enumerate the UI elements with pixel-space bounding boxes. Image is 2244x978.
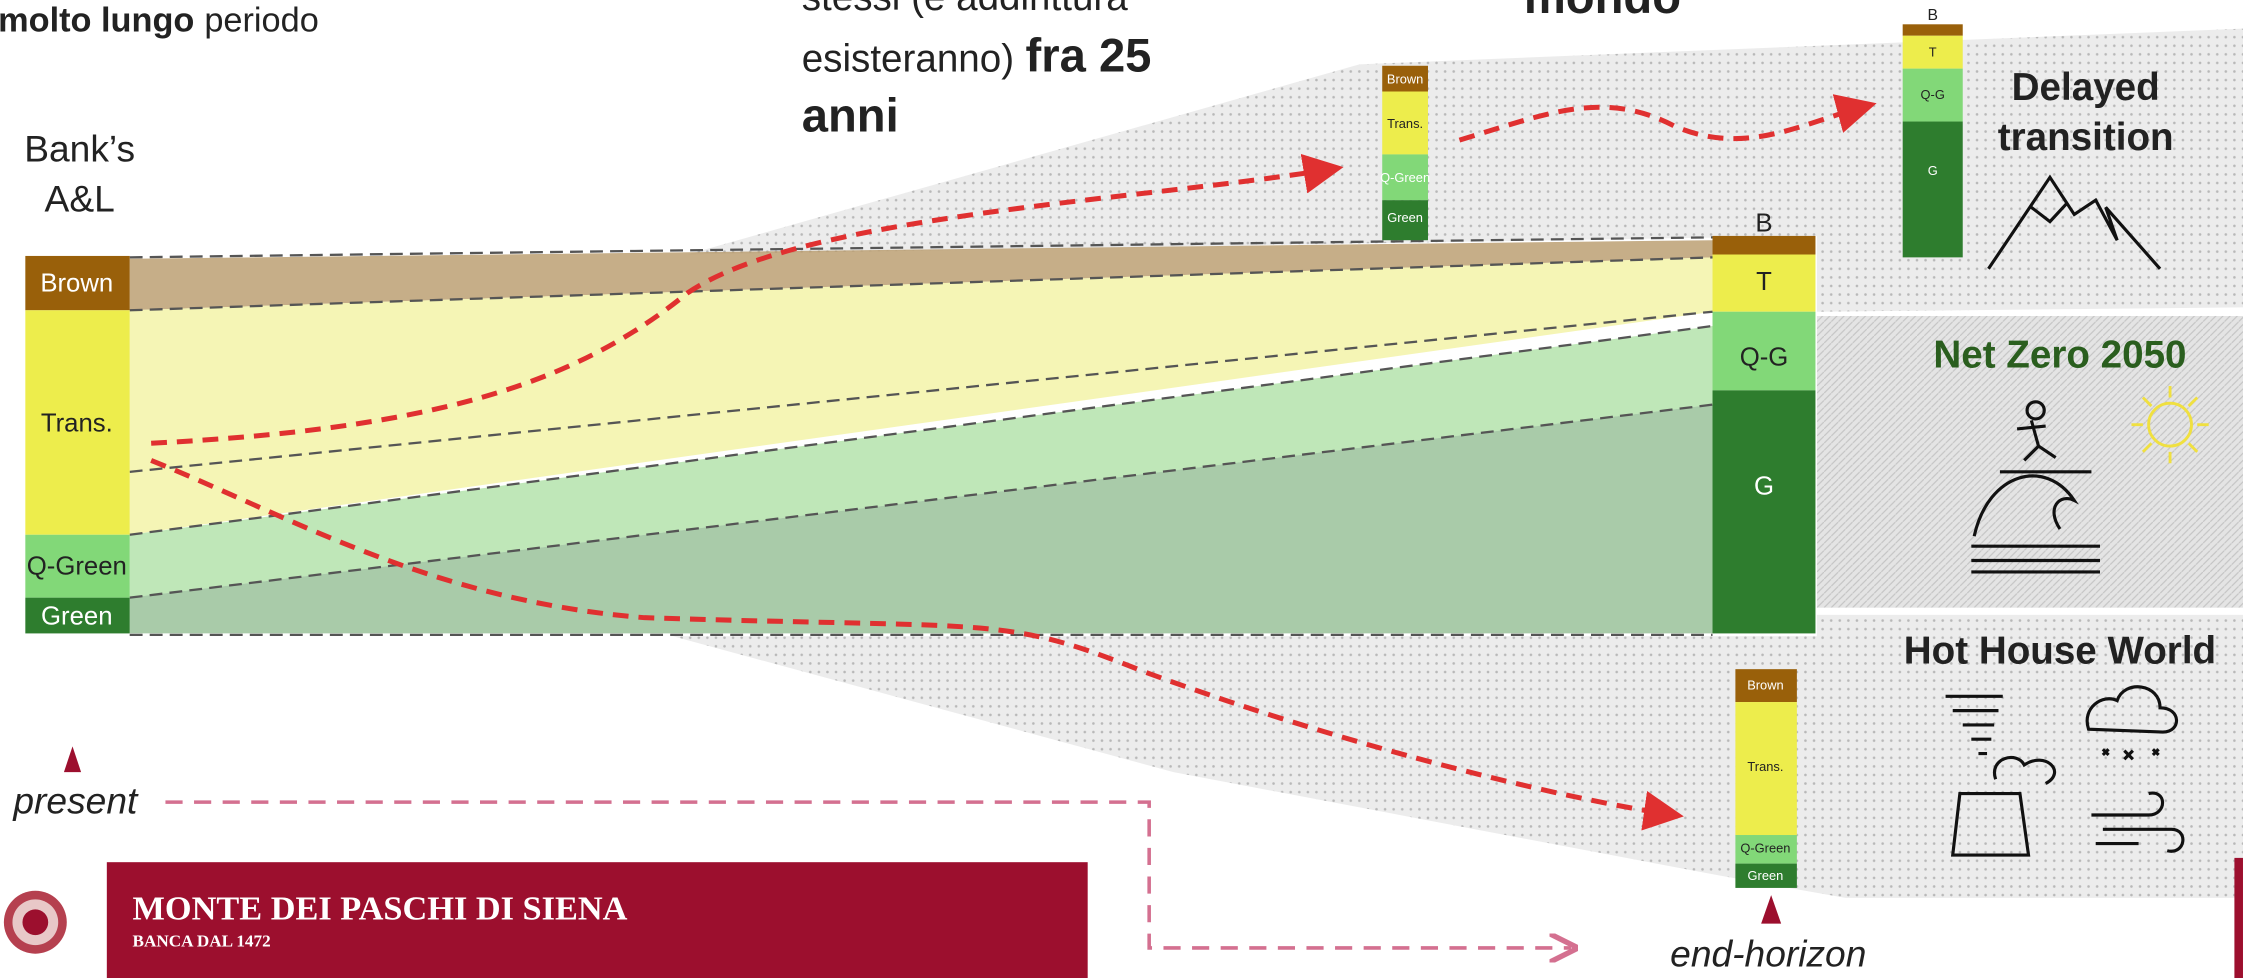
segment-label: Trans. bbox=[1387, 116, 1423, 131]
segment-label: G bbox=[1928, 163, 1938, 178]
text-bold: molto lungo bbox=[0, 1, 194, 39]
segment-label: Green bbox=[1387, 210, 1423, 225]
segment-label: Brown bbox=[1747, 678, 1783, 693]
end-label: end-horizon bbox=[1670, 933, 1866, 975]
segment-label: Brown bbox=[40, 269, 113, 297]
text: esisteranno) bbox=[802, 37, 1014, 80]
text: periodo bbox=[204, 1, 318, 39]
segment-label: Q-Green bbox=[1740, 841, 1790, 856]
text-bold: fra 25 bbox=[1026, 28, 1152, 81]
segment-label: Q-G bbox=[1921, 87, 1945, 102]
bank-name: MONTE DEI PASCHI DI SIENA bbox=[133, 889, 628, 927]
scenario-label: Net Zero 2050 bbox=[1933, 333, 2186, 376]
present-marker bbox=[64, 746, 81, 772]
bank-logo bbox=[4, 891, 67, 954]
bar-title: A&L bbox=[45, 178, 115, 220]
segment-label: T bbox=[1929, 44, 1937, 59]
segment-label: Q-Green bbox=[27, 552, 127, 580]
scenario-label: Hot House World bbox=[1904, 629, 2216, 672]
segment-label: Trans. bbox=[1747, 759, 1783, 774]
segment-label: Q-Green bbox=[1380, 170, 1430, 185]
bar-top-label: B bbox=[1755, 210, 1772, 238]
segment bbox=[1713, 236, 1816, 255]
segment bbox=[1903, 24, 1963, 35]
segment-label: T bbox=[1756, 268, 1772, 296]
end-marker bbox=[1761, 895, 1781, 924]
segment bbox=[1713, 390, 1816, 633]
bank-tagline: BANCA DAL 1472 bbox=[133, 932, 271, 951]
header-middle-line: stessi (e addirittura bbox=[802, 0, 1129, 19]
page: molto lungo periodo stessi (e addirittura… bbox=[0, 0, 2244, 978]
scenario-label: transition bbox=[1998, 116, 2174, 159]
segment bbox=[1903, 122, 1963, 258]
segment-label: Green bbox=[1748, 868, 1784, 883]
edge-stripe bbox=[2234, 858, 2243, 978]
segment-label: Q-G bbox=[1740, 344, 1789, 372]
bar-title: Bank’s bbox=[24, 128, 135, 170]
segment-label: Green bbox=[41, 602, 112, 630]
slide: molto lungo periodo stessi (e addirittura… bbox=[0, 0, 2244, 978]
bar-top-label: B bbox=[1927, 7, 1937, 24]
segment-label: Trans. bbox=[41, 409, 113, 437]
segment-label: G bbox=[1754, 472, 1774, 500]
segment-label: Brown bbox=[1387, 71, 1423, 86]
header-middle-line: esisteranno) fra 25 bbox=[802, 28, 1152, 81]
header-right: mondo bbox=[1524, 0, 1681, 23]
header-left: molto lungo periodo bbox=[0, 1, 319, 39]
header-middle-line: anni bbox=[802, 89, 899, 142]
scenario-label: Delayed bbox=[2012, 66, 2160, 109]
present-label: present bbox=[12, 779, 138, 822]
